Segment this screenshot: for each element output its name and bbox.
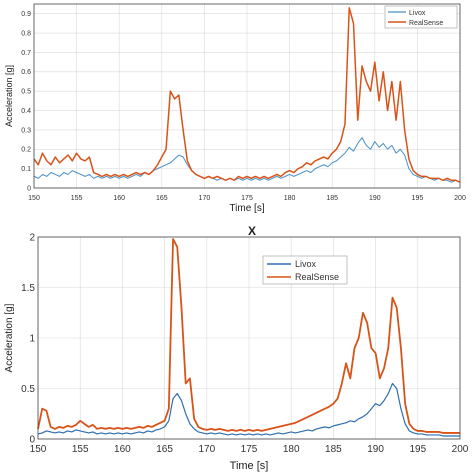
realsense-series-line — [33, 7, 461, 183]
panel-bottom: X 150 155 160 165 170 175 180 185 190 195 200 0 0.5… — [4, 224, 469, 472]
bottom-plot-frame — [37, 236, 461, 440]
x-tick-label: 185 — [325, 444, 342, 455]
x-tick-label: 200 — [454, 195, 466, 202]
x-tick-label: 170 — [199, 195, 211, 202]
x-tick-label: 180 — [283, 444, 300, 455]
x-tick-label: 195 — [412, 195, 424, 202]
x-tick-label: 190 — [367, 444, 384, 455]
livox-series-line — [37, 382, 460, 437]
top-series-group — [33, 7, 461, 183]
y-tick-label: 2 — [29, 233, 35, 244]
x-tick-label: 170 — [198, 444, 215, 455]
y-tick-label: 0.5 — [21, 384, 35, 395]
x-tick-label: 175 — [241, 195, 253, 202]
y-tick-label: 0.8 — [21, 31, 31, 38]
bottom-legend-livox-label: Livox — [295, 259, 317, 269]
y-tick-label: 0.4 — [21, 108, 31, 115]
y-tick-label: 0.2 — [21, 147, 31, 154]
top-y-axis-label: Acceleration [g] — [4, 65, 14, 127]
realsense-series-line — [37, 238, 460, 434]
y-tick-label: 1.5 — [21, 283, 35, 294]
bottom-chart-title: X — [248, 224, 256, 238]
x-tick-label: 195 — [409, 444, 426, 455]
x-tick-label: 175 — [241, 444, 258, 455]
panel-top: 150 155 160 165 170 175 180 185 190 195 200 0 0.1 0.… — [4, 3, 466, 214]
y-tick-label: 0.5 — [21, 89, 31, 96]
top-legend: Livox RealSense — [384, 5, 458, 29]
x-tick-label: 165 — [156, 195, 168, 202]
x-tick-label: 160 — [113, 195, 125, 202]
top-plot-frame — [33, 3, 461, 189]
x-tick-label: 200 — [452, 444, 469, 455]
bottom-x-tick-labels: 150 155 160 165 170 175 180 185 190 195 200 — [30, 444, 469, 455]
x-tick-label: 165 — [156, 444, 173, 455]
y-tick-label: 1 — [29, 334, 35, 345]
bottom-y-axis-label: Acceleration [g] — [4, 303, 15, 372]
x-tick-label: 180 — [284, 195, 296, 202]
y-tick-label: 0 — [29, 435, 35, 446]
x-tick-label: 155 — [71, 195, 83, 202]
y-tick-label: 0.3 — [21, 127, 31, 134]
bottom-series-group — [37, 238, 460, 437]
x-tick-label: 185 — [326, 195, 338, 202]
bottom-y-tick-labels: 0 0.5 1 1.5 2 — [21, 233, 35, 446]
y-tick-label: 0.9 — [21, 11, 31, 18]
x-tick-label: 150 — [30, 444, 47, 455]
livox-series-line — [33, 137, 461, 183]
bottom-legend-realsense-label: RealSense — [295, 272, 339, 282]
bottom-x-axis-label: Time [s] — [230, 460, 269, 472]
x-tick-label: 150 — [28, 195, 40, 202]
y-tick-label: 0 — [27, 185, 31, 192]
y-tick-label: 0.7 — [21, 50, 31, 57]
top-x-axis-label: Time [s] — [229, 203, 264, 214]
x-tick-label: 155 — [72, 444, 89, 455]
bottom-legend: Livox RealSense — [262, 255, 348, 285]
x-tick-label: 160 — [114, 444, 131, 455]
bottom-legend-box — [262, 255, 348, 285]
x-tick-label: 190 — [369, 195, 381, 202]
y-tick-label: 0.6 — [21, 69, 31, 76]
y-tick-label: 0.1 — [21, 166, 31, 173]
top-x-tick-labels: 150 155 160 165 170 175 180 185 190 195 200 — [28, 195, 466, 202]
top-legend-realsense-label: RealSense — [409, 20, 443, 27]
top-y-tick-labels: 0 0.1 0.2 0.3 0.4 0.5 0.6 0.7 0.8 0.9 — [21, 11, 31, 192]
top-legend-livox-label: Livox — [409, 10, 426, 17]
